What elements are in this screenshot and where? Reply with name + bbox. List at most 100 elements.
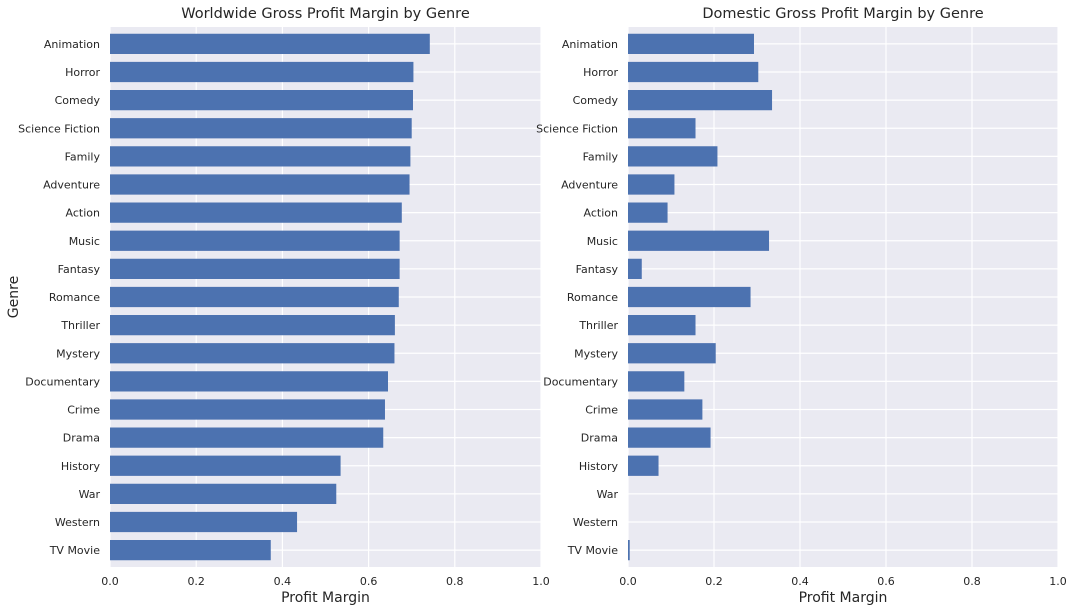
y-tick-label: Comedy xyxy=(55,94,101,107)
y-tick-label: Western xyxy=(55,516,100,529)
x-tick-labels: 0.0 0.2 0.4 0.6 0.8 1.0 xyxy=(101,575,550,588)
bar-romance xyxy=(628,286,751,308)
y-tick-labels: Animation Horror Comedy Science Fiction Fami… xyxy=(18,38,100,557)
bar-fantasy xyxy=(628,258,642,279)
x-tick-label: 1.0 xyxy=(532,575,550,588)
bar-tv-movie xyxy=(110,540,271,561)
bar-drama xyxy=(628,427,711,448)
y-tick-label: Family xyxy=(583,150,619,163)
y-tick-label: Animation xyxy=(562,38,618,51)
y-tick-label: Horror xyxy=(65,66,100,79)
bar-war xyxy=(110,483,337,504)
bar-crime xyxy=(628,399,703,420)
y-tick-label: Action xyxy=(584,207,618,220)
y-axis-label: Genre xyxy=(6,276,22,318)
y-tick-label: Drama xyxy=(581,432,618,445)
x-tick-label: 0.6 xyxy=(360,575,378,588)
y-tick-label: War xyxy=(597,488,619,501)
x-tick-label: 0.0 xyxy=(619,575,637,588)
x-tick-labels: 0.0 0.2 0.4 0.6 0.8 1.0 xyxy=(619,575,1067,588)
bar-music xyxy=(628,230,770,251)
y-tick-label: Romance xyxy=(567,291,618,304)
bar-science-fiction xyxy=(628,118,696,139)
y-tick-label: Western xyxy=(573,516,618,529)
bar-family xyxy=(110,146,411,167)
y-tick-label: Crime xyxy=(67,404,100,417)
worldwide-chart-panel: Animation Horror Comedy Science Fiction Fami… xyxy=(6,6,550,606)
bar-music xyxy=(110,230,400,251)
y-tick-label: Fantasy xyxy=(58,263,101,276)
y-tick-label: Romance xyxy=(49,291,100,304)
bar-comedy xyxy=(110,90,413,111)
y-tick-label: Animation xyxy=(44,38,100,51)
bar-mystery xyxy=(110,343,395,364)
x-tick-label: 0.2 xyxy=(705,575,723,588)
x-tick-label: 0.8 xyxy=(446,575,464,588)
y-tick-label: Music xyxy=(587,235,618,248)
y-tick-label: Adventure xyxy=(561,179,618,192)
bar-history xyxy=(628,455,659,476)
y-tick-labels: Animation Horror Comedy Science Fiction Fami… xyxy=(536,38,618,557)
y-tick-label: Science Fiction xyxy=(536,122,618,135)
bar-adventure xyxy=(110,174,410,195)
y-tick-label: History xyxy=(579,460,619,473)
x-tick-label: 0.8 xyxy=(963,575,981,588)
x-tick-label: 0.2 xyxy=(187,575,205,588)
y-tick-label: Adventure xyxy=(43,179,100,192)
x-tick-label: 0.4 xyxy=(274,575,292,588)
bar-action xyxy=(110,202,402,223)
y-tick-label: Action xyxy=(66,207,100,220)
x-tick-label: 1.0 xyxy=(1049,575,1067,588)
x-tick-label: 0.6 xyxy=(877,575,895,588)
bar-romance xyxy=(110,286,399,308)
x-axis-label: Profit Margin xyxy=(799,590,888,606)
chart-title: Domestic Gross Profit Margin by Genre xyxy=(702,6,983,22)
domestic-chart-panel: Animation Horror Comedy Science Fiction Fami… xyxy=(536,6,1067,606)
bar-documentary xyxy=(110,371,388,392)
bar-history xyxy=(110,455,341,476)
bar-thriller xyxy=(110,315,395,336)
bar-action xyxy=(628,202,668,223)
bar-mystery xyxy=(628,343,716,364)
y-tick-label: Crime xyxy=(585,404,618,417)
y-tick-label: TV Movie xyxy=(567,544,619,557)
bar-horror xyxy=(628,61,759,83)
bar-documentary xyxy=(628,371,685,392)
y-tick-label: TV Movie xyxy=(49,544,101,557)
bar-animation xyxy=(628,33,754,54)
bar-family xyxy=(628,146,718,167)
y-tick-label: History xyxy=(61,460,101,473)
bar-fantasy xyxy=(110,258,400,279)
y-tick-label: War xyxy=(79,488,101,501)
bar-science-fiction xyxy=(110,118,412,139)
bars xyxy=(628,33,773,561)
x-axis-label: Profit Margin xyxy=(281,590,370,606)
y-tick-label: Fantasy xyxy=(576,263,619,276)
y-tick-label: Drama xyxy=(63,432,100,445)
bar-crime xyxy=(110,399,385,420)
bar-western xyxy=(110,511,298,533)
bars xyxy=(110,33,430,561)
y-tick-label: Thriller xyxy=(578,319,618,332)
x-tick-label: 0.0 xyxy=(101,575,119,588)
y-tick-label: Music xyxy=(69,235,100,248)
bar-drama xyxy=(110,427,384,448)
bar-adventure xyxy=(628,174,675,195)
bar-animation xyxy=(110,33,430,54)
y-tick-label: Comedy xyxy=(573,94,619,107)
bar-thriller xyxy=(628,315,696,336)
y-tick-label: Mystery xyxy=(56,347,100,360)
y-tick-label: Horror xyxy=(583,66,618,79)
y-tick-label: Family xyxy=(65,150,101,163)
x-tick-label: 0.4 xyxy=(791,575,809,588)
bar-tv-movie xyxy=(628,540,630,561)
y-tick-label: Mystery xyxy=(574,347,618,360)
y-tick-label: Science Fiction xyxy=(18,122,100,135)
y-tick-label: Documentary xyxy=(25,375,100,388)
bar-horror xyxy=(110,61,414,83)
y-tick-label: Documentary xyxy=(543,375,618,388)
bar-comedy xyxy=(628,90,773,111)
chart-title: Worldwide Gross Profit Margin by Genre xyxy=(181,6,470,22)
y-tick-label: Thriller xyxy=(60,319,100,332)
